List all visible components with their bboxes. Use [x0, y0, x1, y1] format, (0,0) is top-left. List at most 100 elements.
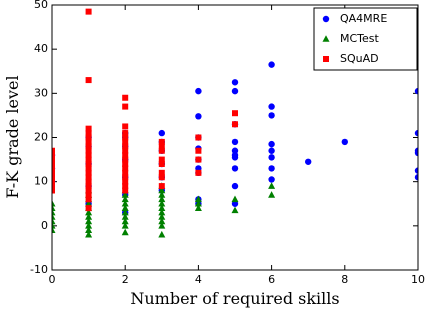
point: [158, 169, 165, 176]
point: [158, 161, 165, 167]
y-tick-label: 10: [34, 175, 48, 188]
point: [231, 195, 239, 203]
point: [85, 134, 92, 141]
point: [414, 167, 418, 174]
y-axis-label: F-K grade level: [3, 75, 22, 198]
point: [85, 165, 92, 172]
point: [122, 161, 129, 167]
point: [52, 156, 55, 163]
point: [85, 161, 92, 167]
y-tick-label: -10: [30, 263, 48, 276]
point: [122, 143, 129, 150]
point: [195, 169, 202, 176]
point: [122, 165, 129, 172]
y-tick-label: 50: [34, 0, 48, 11]
point: [122, 183, 129, 190]
point: [158, 213, 166, 220]
point: [85, 130, 92, 137]
point: [122, 138, 129, 145]
point: [85, 169, 92, 176]
point: [122, 134, 129, 141]
point: [85, 226, 93, 234]
point: [52, 187, 55, 194]
point: [122, 174, 129, 181]
x-tick-label: 6: [268, 273, 275, 286]
point: [158, 183, 165, 190]
point: [85, 199, 93, 207]
point: [268, 147, 275, 154]
point: [268, 176, 275, 183]
point: [231, 147, 239, 154]
point: [52, 208, 56, 216]
point: [121, 191, 129, 198]
legend-marker: [322, 15, 330, 23]
point: [414, 174, 418, 181]
point: [52, 174, 55, 181]
y-tick-label: 30: [34, 86, 48, 99]
point: [85, 205, 92, 212]
point: [268, 140, 275, 148]
point: [122, 187, 129, 194]
point: [268, 191, 276, 198]
point: [85, 222, 93, 229]
point: [195, 147, 202, 154]
point: [122, 156, 129, 163]
point: [268, 154, 275, 161]
point: [232, 110, 238, 117]
point: [158, 208, 166, 216]
point: [232, 121, 238, 128]
point: [231, 138, 239, 146]
point: [85, 125, 92, 132]
point: [52, 165, 55, 172]
legend-marker: [323, 56, 329, 62]
x-tick-label: 0: [49, 273, 56, 286]
point: [231, 200, 239, 207]
point: [85, 191, 92, 198]
plot-area: [52, 8, 418, 238]
point: [85, 77, 92, 84]
point: [121, 217, 129, 225]
point: [121, 222, 129, 229]
point: [194, 195, 202, 203]
point: [158, 222, 166, 229]
point: [231, 182, 239, 190]
point: [158, 156, 165, 163]
point: [158, 129, 165, 137]
point: [52, 204, 56, 211]
point: [268, 112, 275, 119]
point: [52, 178, 55, 185]
point: [122, 130, 129, 137]
point: [158, 138, 165, 145]
point: [122, 169, 129, 176]
plot-frame: [51, 4, 419, 271]
point: [158, 204, 166, 211]
point: [52, 199, 56, 207]
point: [414, 129, 418, 137]
point: [231, 165, 239, 172]
point: [85, 230, 93, 238]
point: [85, 208, 93, 216]
point: [85, 156, 92, 163]
point: [158, 191, 166, 198]
point: [305, 158, 312, 165]
legend-label: MCTest: [340, 32, 380, 45]
point: [52, 217, 56, 225]
x-tick-label: 4: [195, 273, 202, 286]
point: [195, 87, 202, 95]
point: [122, 123, 129, 130]
point: [121, 195, 129, 203]
point: [414, 149, 418, 157]
point: [52, 161, 55, 167]
point: [122, 103, 129, 110]
point: [52, 183, 55, 190]
point: [158, 174, 165, 181]
point: [194, 199, 202, 207]
point: [158, 195, 166, 203]
point: [268, 182, 276, 189]
point: [158, 143, 165, 150]
point: [85, 183, 92, 190]
point: [268, 165, 275, 172]
point: [85, 217, 93, 225]
point: [195, 156, 202, 163]
